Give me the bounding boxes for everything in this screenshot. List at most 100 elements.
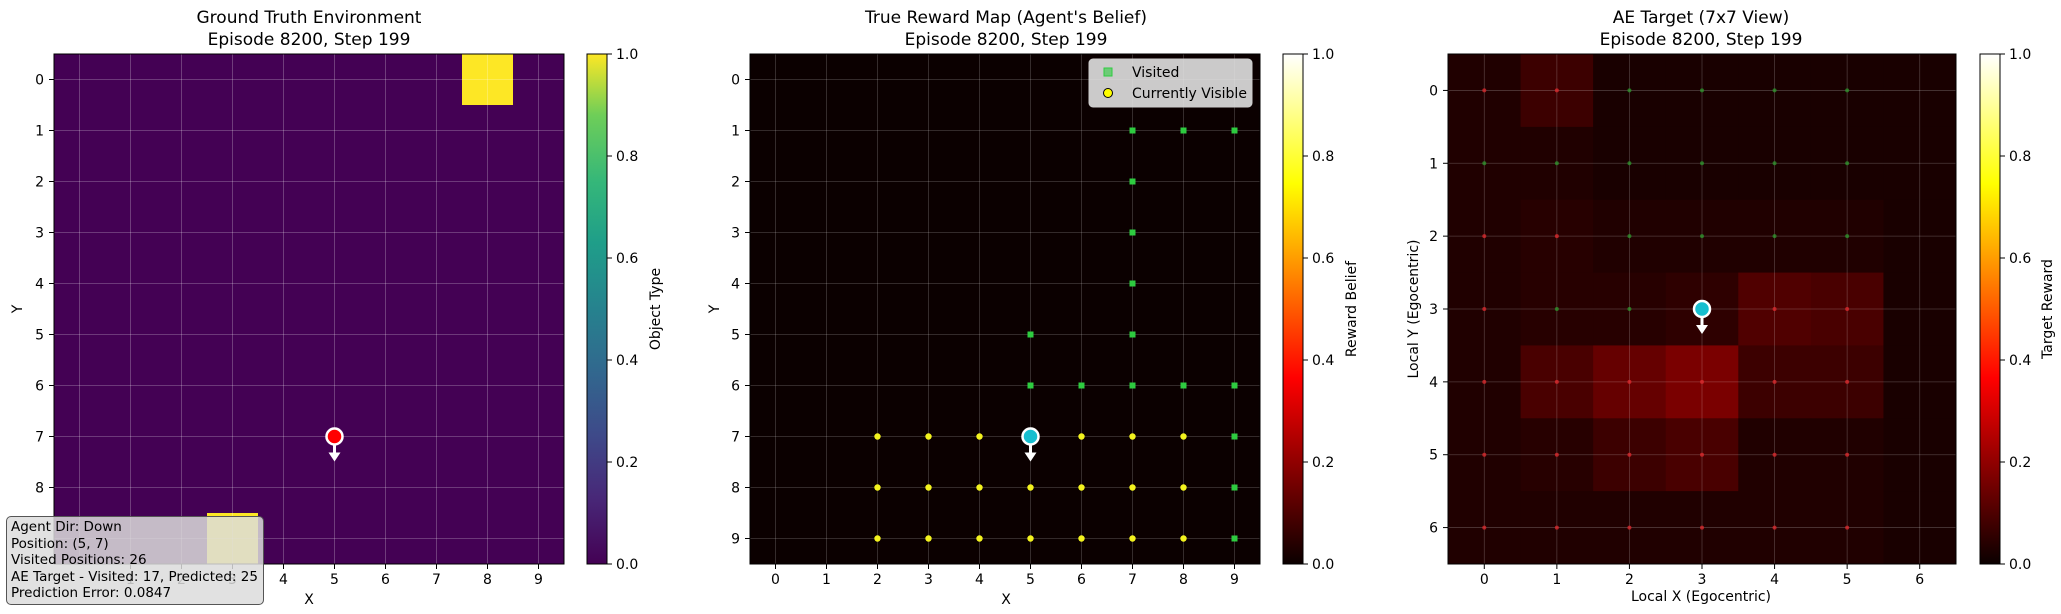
target-cell xyxy=(1883,491,1957,565)
target-green-dot xyxy=(1700,88,1704,93)
x-tick-label: 6 xyxy=(1915,572,1924,588)
colorbar-tick-label: 0.4 xyxy=(2009,353,2031,369)
x-tick-label: 5 xyxy=(330,572,339,588)
visited-marker xyxy=(1231,382,1238,389)
panel-ground-truth: Ground Truth Environment Episode 8200, S… xyxy=(10,8,664,608)
visible-marker xyxy=(925,535,932,542)
y-tick-label: 1 xyxy=(731,124,740,140)
target-red-dot xyxy=(1772,525,1777,530)
x-tick-label: 4 xyxy=(279,572,288,588)
target-red-dot xyxy=(1700,525,1704,530)
target-green-dot xyxy=(1627,307,1632,311)
visible-marker xyxy=(874,484,881,491)
panel2-colorbar-label: Reward Belief xyxy=(1344,260,1360,357)
x-tick-label: 6 xyxy=(381,572,390,588)
visible-marker xyxy=(874,535,881,542)
x-tick-label: 7 xyxy=(432,572,441,588)
target-green-dot xyxy=(1627,161,1632,166)
x-tick-label: 4 xyxy=(975,572,984,588)
y-tick-label: 2 xyxy=(1429,229,1438,245)
target-green-dot xyxy=(1554,161,1559,166)
colorbar-tick-label: 0.0 xyxy=(616,557,638,573)
visited-marker xyxy=(1078,382,1085,389)
y-tick-label: 5 xyxy=(35,328,44,344)
visible-marker xyxy=(1078,535,1085,542)
plot-frame xyxy=(749,53,1261,565)
target-cell xyxy=(1883,272,1957,346)
colorbar-tick-label: 0.0 xyxy=(1312,557,1334,573)
visited-marker xyxy=(1231,127,1238,134)
visited-marker xyxy=(1129,280,1136,287)
y-tick-label: 0 xyxy=(1429,83,1438,99)
visible-marker xyxy=(925,433,932,440)
panel3-colorbar-label: Target Reward xyxy=(2040,259,2056,360)
x-tick-label: 1 xyxy=(822,572,831,588)
visible-marker xyxy=(976,535,983,542)
y-tick-label: 6 xyxy=(731,379,740,395)
target-red-dot xyxy=(1845,379,1850,384)
visible-marker xyxy=(874,433,881,440)
y-tick-label: 7 xyxy=(731,430,740,446)
visited-marker xyxy=(1231,433,1238,440)
x-tick-label: 8 xyxy=(1179,572,1188,588)
legend-visited-label: Visited xyxy=(1132,65,1179,81)
info-ae-target: AE Target - Visited: 17, Predicted: 25 xyxy=(11,568,258,585)
visible-marker xyxy=(1078,484,1085,491)
target-red-dot xyxy=(1554,525,1559,530)
agent-marker xyxy=(325,427,344,446)
panel2-xlabel: X xyxy=(1001,592,1011,608)
colorbar-tick-label: 0.2 xyxy=(616,455,638,471)
target-cell xyxy=(1883,54,1957,128)
x-tick-label: 5 xyxy=(1843,572,1852,588)
colorbar-tick-label: 1.0 xyxy=(616,47,638,63)
panel2-title: True Reward Map (Agent's Belief) xyxy=(864,8,1147,28)
visited-marker xyxy=(1180,382,1187,389)
target-red-dot xyxy=(1554,88,1559,93)
panel2-legend: Visited Currently Visible xyxy=(1088,58,1253,108)
visited-marker xyxy=(1027,382,1034,389)
y-tick-label: 0 xyxy=(35,73,44,89)
x-tick-label: 3 xyxy=(1698,572,1707,588)
visible-marker xyxy=(976,433,983,440)
target-red-dot xyxy=(1482,379,1487,384)
target-red-dot xyxy=(1627,379,1632,384)
x-tick-label: 8 xyxy=(483,572,492,588)
target-red-dot xyxy=(1700,452,1704,457)
colorbar-tick-label: 0.4 xyxy=(1312,353,1334,369)
legend-visible-label: Currently Visible xyxy=(1132,86,1247,102)
colorbar-tick-label: 0.6 xyxy=(616,251,638,267)
y-tick-label: 6 xyxy=(1429,521,1438,537)
visible-marker xyxy=(1180,535,1187,542)
target-cell xyxy=(1883,199,1957,273)
target-red-dot xyxy=(1845,307,1850,311)
panel3-colorbar: 0.0 0.2 0.4 0.6 0.8 1.0 xyxy=(1979,47,2031,573)
target-green-dot xyxy=(1772,88,1777,93)
agent-marker xyxy=(1692,299,1712,319)
colorbar-tick-label: 0.8 xyxy=(2009,149,2031,165)
x-tick-label: 3 xyxy=(924,572,933,588)
visible-marker xyxy=(1027,484,1034,491)
colorbar-tick-label: 0.0 xyxy=(2009,557,2031,573)
visible-marker xyxy=(976,484,983,491)
target-green-dot xyxy=(1772,234,1777,239)
agent-arrow-head xyxy=(1024,452,1037,462)
target-red-dot xyxy=(1627,452,1632,457)
colorbar-tick-label: 0.2 xyxy=(1312,455,1334,471)
colorbar-tick-label: 0.2 xyxy=(2009,455,2031,471)
colorbar-tick-label: 0.4 xyxy=(616,353,638,369)
plot-frame xyxy=(53,53,565,565)
x-tick-label: 6 xyxy=(1077,572,1086,588)
colorbar-tick-label: 0.8 xyxy=(1312,149,1334,165)
x-tick-label: 2 xyxy=(1625,572,1634,588)
x-tick-label: 1 xyxy=(1552,572,1561,588)
y-tick-label: 5 xyxy=(731,328,740,344)
y-tick-label: 5 xyxy=(1429,448,1438,464)
plot-background xyxy=(750,54,1260,564)
target-red-dot xyxy=(1554,379,1559,384)
target-red-dot xyxy=(1482,452,1487,457)
target-red-dot xyxy=(1554,234,1559,239)
visible-marker xyxy=(1078,433,1085,440)
panel1-title: Ground Truth Environment xyxy=(197,8,422,28)
info-position: Position: (5, 7) xyxy=(11,535,109,552)
